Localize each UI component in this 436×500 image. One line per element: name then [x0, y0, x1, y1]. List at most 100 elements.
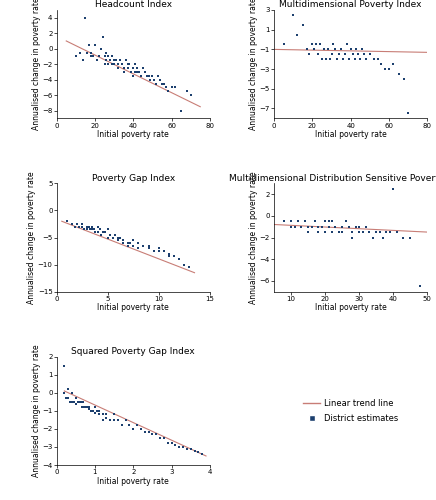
Point — [104, 226, 111, 234]
Point — [114, 234, 121, 241]
Point — [301, 218, 308, 226]
Point — [76, 398, 83, 406]
Point — [141, 68, 148, 76]
Point — [124, 60, 131, 68]
Point — [114, 64, 121, 72]
Point — [135, 239, 142, 247]
Point — [160, 80, 167, 88]
Point — [322, 55, 329, 63]
Point — [347, 46, 354, 54]
Point — [145, 244, 152, 252]
Point — [72, 222, 78, 230]
Point — [128, 68, 135, 76]
Point — [63, 394, 70, 402]
Point — [160, 247, 167, 255]
Point — [176, 255, 183, 263]
Point — [140, 64, 146, 72]
Point — [120, 64, 127, 72]
Point — [309, 40, 316, 48]
Point — [158, 80, 165, 88]
Point — [68, 398, 75, 406]
Point — [124, 64, 131, 72]
Point — [111, 60, 118, 68]
Point — [126, 422, 133, 430]
Point — [322, 228, 329, 236]
Point — [125, 239, 132, 247]
Point — [417, 282, 424, 290]
Point — [319, 55, 326, 63]
Point — [127, 239, 134, 247]
Point — [88, 407, 95, 415]
Point — [91, 226, 98, 234]
Point — [72, 400, 79, 407]
Point — [105, 60, 112, 68]
Point — [137, 72, 144, 80]
Point — [63, 217, 70, 225]
Point — [308, 222, 315, 230]
Point — [385, 65, 392, 73]
Point — [356, 228, 363, 236]
Point — [187, 91, 194, 99]
Point — [147, 76, 154, 84]
Point — [325, 222, 332, 230]
Point — [132, 68, 139, 76]
Point — [140, 242, 147, 250]
Point — [68, 220, 75, 228]
Point — [369, 234, 376, 241]
Point — [109, 60, 116, 68]
Point — [153, 80, 160, 88]
Point — [114, 236, 121, 244]
Point — [99, 33, 106, 41]
Point — [355, 50, 362, 58]
Point — [92, 403, 99, 411]
Point — [195, 448, 202, 456]
Point — [351, 55, 358, 63]
Point — [145, 72, 152, 80]
Point — [125, 242, 132, 250]
Point — [130, 425, 137, 433]
Point — [80, 403, 87, 411]
Point — [332, 46, 339, 54]
Point — [349, 50, 356, 58]
Point — [118, 422, 125, 430]
Point — [352, 222, 359, 230]
Point — [366, 50, 373, 58]
Point — [103, 56, 110, 64]
Point — [130, 242, 137, 250]
Point — [334, 55, 341, 63]
Point — [76, 222, 83, 230]
Point — [288, 222, 295, 230]
Point — [339, 222, 346, 230]
Point — [112, 56, 119, 64]
Point — [280, 40, 287, 48]
Point — [86, 403, 93, 411]
Point — [145, 242, 152, 250]
Point — [92, 228, 99, 236]
Point — [330, 40, 337, 48]
Point — [395, 70, 402, 78]
Point — [65, 394, 72, 402]
Point — [65, 385, 72, 393]
Point — [184, 445, 191, 453]
Point — [311, 218, 318, 226]
Point — [61, 362, 68, 370]
Point — [94, 228, 101, 236]
Point — [84, 403, 91, 411]
Point — [145, 428, 152, 436]
Point — [72, 394, 79, 402]
Point — [340, 55, 347, 63]
Point — [356, 222, 363, 230]
Point — [322, 218, 329, 226]
Point — [119, 239, 126, 247]
Point — [111, 56, 118, 64]
Point — [177, 106, 184, 114]
Point — [373, 228, 380, 236]
Point — [324, 46, 331, 54]
Point — [341, 50, 348, 58]
Point — [137, 425, 144, 433]
Title: Multidimensional Distribution Sensitive Poverty Index: Multidimensional Distribution Sensitive … — [229, 174, 436, 182]
Point — [374, 55, 381, 63]
Point — [99, 416, 106, 424]
Point — [164, 87, 171, 95]
Point — [111, 416, 118, 424]
